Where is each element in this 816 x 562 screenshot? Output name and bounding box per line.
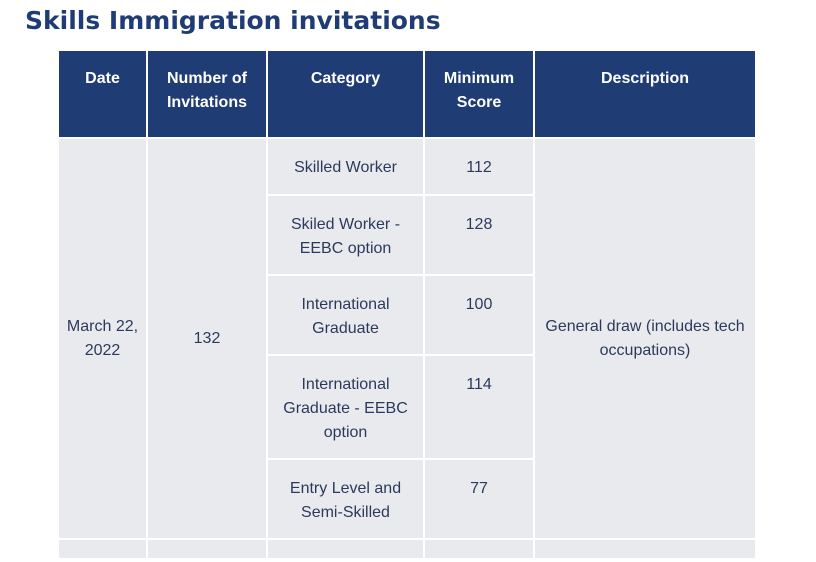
header-row: Date Number of Invitations Category Mini… <box>57 51 757 138</box>
invitations-table: Date Number of Invitations Category Mini… <box>57 51 757 560</box>
header-date: Date <box>57 51 148 138</box>
min-score-cell: 77 <box>423 458 535 540</box>
header-minimum-score: Minimum Score <box>423 51 535 138</box>
min-score-cell: 112 <box>423 137 535 196</box>
header-description: Description <box>533 51 757 138</box>
table-row: March 22, 2022 132 Skilled Worker 112 Ge… <box>57 137 757 540</box>
invitations-cell: 132 <box>146 137 268 540</box>
table-row: Entry Level and Semi-Skilled 77 <box>58 458 756 540</box>
category-cell: International Graduate <box>266 274 425 356</box>
table-body: March 22, 2022 132 Skilled Worker 112 Ge… <box>57 137 757 560</box>
header-category: Category <box>266 51 425 138</box>
category-cell: Skiled Worker - EEBC option <box>266 194 425 276</box>
date-cell: March 22, 2022 <box>57 137 148 540</box>
category-cell: Entry Level and Semi-Skilled <box>266 458 425 540</box>
description-cell: General draw (includes tech occupations) <box>533 137 757 540</box>
page-title: Skills Immigration invitations <box>25 6 441 35</box>
min-score-cell: 114 <box>423 354 535 460</box>
table-row: International Graduate 100 <box>58 274 756 356</box>
category-cell: International Graduate - EEBC option <box>266 354 425 460</box>
min-score-cell: 100 <box>423 274 535 356</box>
category-cell: Skilled Worker <box>266 137 425 196</box>
header-number-of-invitations: Number of Invitations <box>146 51 268 138</box>
table-header: Date Number of Invitations Category Mini… <box>57 51 757 138</box>
table-row: International Graduate - EEBC option 114 <box>58 354 756 460</box>
table-row-next-partial <box>57 538 757 560</box>
table-row: Skiled Worker - EEBC option 128 <box>58 194 756 276</box>
min-score-cell: 128 <box>423 194 535 276</box>
